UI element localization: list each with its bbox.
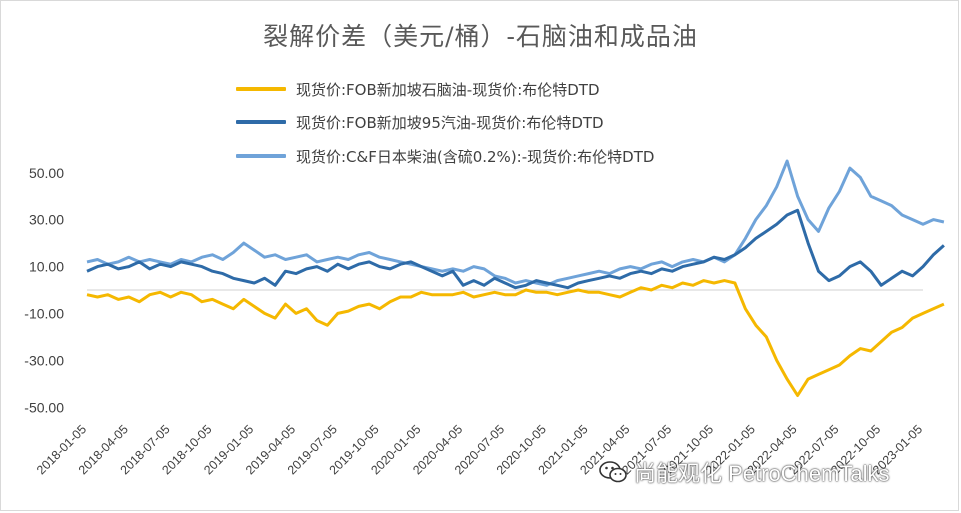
y-tick-label: 10.00 — [29, 259, 64, 275]
legend-item-naphtha: 现货价:FOB新加坡石脑油-现货价:布伦特DTD — [236, 78, 600, 100]
wechat-icon — [599, 461, 627, 483]
y-tick-label: -50.00 — [24, 399, 64, 415]
legend-item-diesel: 现货价:C&F日本柴油(含硫0.2%):-现货价:布伦特DTD — [236, 145, 654, 167]
legend-item-gasoline: 现货价:FOB新加坡95汽油-现货价:布伦特DTD — [236, 111, 604, 133]
y-tick-label: 50.00 — [29, 165, 64, 181]
chart-title: 裂解价差（美元/桶）-石脑油和成品油 — [263, 22, 698, 51]
legend-swatch-naphtha — [236, 87, 286, 91]
y-tick-label: -10.00 — [24, 305, 64, 321]
y-tick-label: 30.00 — [29, 212, 64, 228]
series-line-diesel — [86, 159, 945, 287]
watermark-text: 尚能观化 PetroChemTalks — [634, 461, 890, 486]
series-line-naphtha — [86, 279, 945, 397]
legend-swatch-diesel — [236, 154, 286, 158]
y-tick-label: -30.00 — [24, 352, 64, 368]
watermark: 尚能观化 PetroChemTalks — [598, 456, 890, 488]
series-line-gasoline — [86, 208, 945, 290]
legend-label-gasoline: 现货价:FOB新加坡95汽油-现货价:布伦特DTD — [296, 113, 604, 132]
legend-label-naphtha: 现货价:FOB新加坡石脑油-现货价:布伦特DTD — [296, 80, 600, 99]
legend-swatch-gasoline — [236, 120, 286, 124]
legend-label-diesel: 现货价:C&F日本柴油(含硫0.2%):-现货价:布伦特DTD — [296, 147, 655, 166]
